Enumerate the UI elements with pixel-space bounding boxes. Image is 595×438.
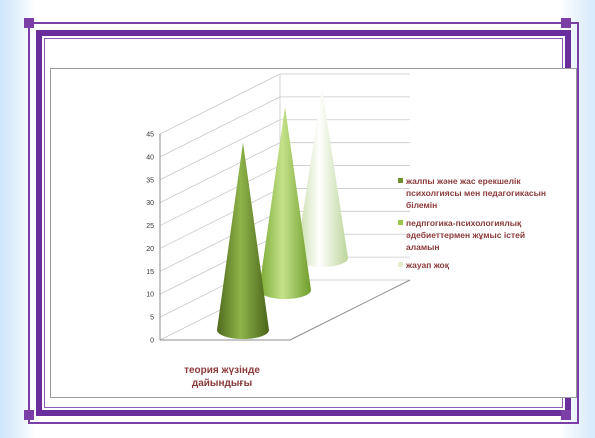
category-axis: теория жүзінде дайындығы — [184, 365, 260, 389]
cone-series-3 — [296, 88, 348, 267]
frame-corner — [561, 18, 571, 28]
side-wall-gridline — [159, 188, 281, 249]
legend-swatch — [398, 262, 403, 267]
y-tick-label: 15 — [146, 269, 154, 276]
y-tick-label: 0 — [150, 338, 154, 345]
category-label: теория жүзінде — [184, 365, 260, 376]
y-tick-label: 10 — [146, 292, 154, 299]
cones — [217, 88, 348, 339]
side-wall-gridline — [159, 142, 281, 204]
legend-label: әдебиеттермен жұмыс істей — [406, 230, 525, 240]
y-tick-label: 25 — [146, 223, 154, 230]
cone-series-2 — [259, 106, 311, 299]
y-axis: 0 5 10 15 20 25 30 35 40 45 — [146, 132, 154, 345]
y-tick-label: 20 — [146, 246, 154, 253]
category-label: дайындығы — [192, 378, 252, 389]
legend-swatch — [398, 178, 403, 183]
side-wall-gridline — [159, 233, 281, 295]
side-wall-gridline — [159, 73, 281, 135]
legend-label: педпгогика-психологиялық — [406, 218, 522, 228]
legend: жалпы және жас ерекшелік психолгиясы мен … — [398, 176, 546, 270]
y-tick-label: 40 — [146, 154, 154, 161]
outer-frame — [28, 22, 579, 424]
legend-label: білемін — [406, 200, 437, 210]
y-tick-label: 35 — [146, 177, 154, 184]
y-tick-label: 30 — [146, 200, 154, 207]
legend-label: психолгиясы мен педагогикасын — [406, 188, 546, 198]
frame-corner — [24, 410, 34, 420]
legend-label: жауап жоқ — [405, 260, 450, 270]
side-wall-gridline — [159, 96, 281, 158]
side-wall-gridline — [159, 210, 281, 272]
legend-label: жалпы және жас ерекшелік — [405, 176, 521, 186]
floor-right-edge — [289, 279, 411, 341]
cone-bar — [217, 142, 269, 339]
side-wall-gridline — [159, 165, 281, 226]
legend-label: аламын — [406, 242, 440, 252]
frame-corner — [561, 410, 571, 420]
y-tick-label: 45 — [146, 132, 154, 139]
cone-bar — [259, 106, 311, 299]
legend-swatch — [398, 220, 403, 225]
cone-series-1 — [217, 142, 269, 339]
frame-corner — [24, 18, 34, 28]
cone-bar — [296, 88, 348, 267]
side-wall-gridline — [159, 119, 281, 181]
y-tick-label: 5 — [150, 315, 154, 322]
